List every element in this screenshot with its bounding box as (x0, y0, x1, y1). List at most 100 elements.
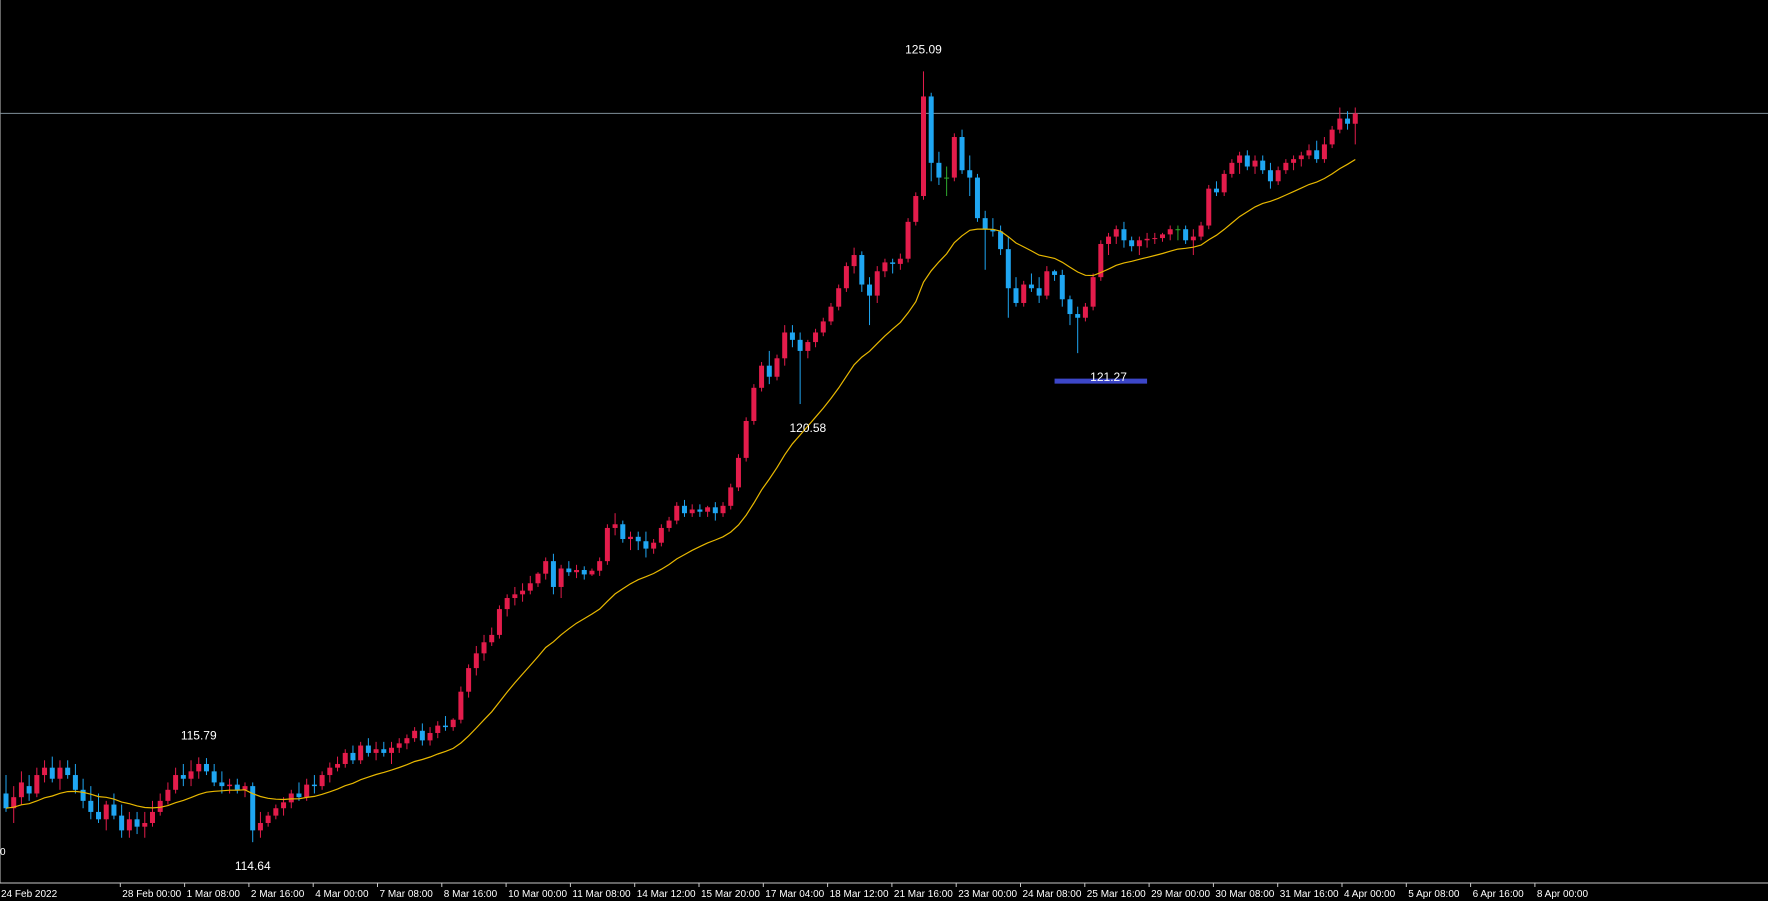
candle-body (1152, 238, 1158, 240)
candle (319, 771, 325, 790)
candle (597, 557, 603, 576)
candle-body (427, 733, 433, 741)
candle (735, 454, 741, 492)
candle (782, 325, 788, 366)
candle-body (735, 457, 741, 488)
candles-layer (3, 71, 1358, 843)
candle-body (759, 365, 765, 388)
candle-body (404, 738, 410, 744)
time-axis-tick-label: 11 Mar 08:00 (572, 889, 631, 900)
candle-body (435, 725, 441, 734)
candle (1136, 236, 1142, 256)
time-axis-tick-label: 2 Mar 16:00 (251, 889, 305, 900)
candle-body (1121, 229, 1127, 241)
candle (504, 594, 510, 617)
candle-body (635, 536, 641, 542)
candle-body (265, 815, 271, 823)
candle-body (419, 730, 425, 741)
candle (1059, 269, 1065, 307)
candle (1237, 151, 1243, 174)
candle (265, 811, 271, 827)
candle-body (1206, 188, 1212, 226)
time-axis-tick-label: 7 Mar 08:00 (380, 889, 434, 900)
candle-body (936, 162, 942, 178)
candle (26, 775, 32, 801)
candle-body (1352, 113, 1358, 124)
candle-body (450, 719, 456, 728)
candle-body (897, 258, 903, 264)
candle (566, 561, 572, 576)
candle-body (311, 784, 317, 787)
moving-average-line (5, 158, 1356, 809)
candle-body (26, 786, 32, 794)
candle-body (520, 590, 526, 595)
candle-body (928, 96, 934, 163)
candle (1306, 144, 1312, 160)
candle-body (18, 782, 24, 798)
candle (1206, 184, 1212, 230)
candle-body (990, 229, 996, 232)
candle (1152, 232, 1158, 244)
candle (689, 504, 695, 517)
time-axis-tick-label: 28 Feb 00:00 (122, 889, 181, 900)
candle (188, 760, 194, 787)
candle-body (797, 339, 803, 351)
candle (18, 771, 24, 805)
candle-body (574, 569, 580, 573)
candle (974, 173, 980, 222)
candle (1337, 107, 1343, 134)
candle-body (974, 177, 980, 219)
candle-body (1329, 129, 1335, 145)
candle-body (705, 507, 711, 512)
candle (473, 645, 479, 676)
candle (103, 800, 109, 831)
candle-body (126, 819, 132, 831)
candle-body (1052, 271, 1058, 275)
candle (936, 151, 942, 185)
candle (481, 634, 487, 661)
candle-body (674, 505, 680, 521)
candle-body (1136, 240, 1142, 247)
candle (520, 583, 526, 602)
candle (396, 738, 402, 753)
candle (466, 664, 472, 698)
candle-body (504, 598, 510, 610)
candle (890, 258, 896, 274)
candle (335, 756, 341, 772)
candle (327, 762, 333, 783)
candle-body (1075, 314, 1081, 318)
time-axis-tick-label: 8 Apr 00:00 (1537, 889, 1589, 900)
candle-body (1252, 160, 1258, 167)
candle-body (1283, 162, 1289, 171)
candle-body (296, 793, 302, 798)
candle (49, 756, 55, 783)
candle-body (1198, 225, 1204, 237)
time-axis-tick-label: 10 Mar 00:00 (508, 889, 567, 900)
candle (982, 210, 988, 270)
candle (828, 302, 834, 326)
candle-body (489, 634, 495, 643)
candle-body (535, 573, 541, 584)
candle (905, 218, 911, 263)
candle-body (88, 800, 94, 812)
candle-body (157, 800, 163, 812)
candle-body (165, 789, 171, 801)
candle-body (1098, 243, 1104, 278)
candle-body (34, 775, 40, 794)
candle (1098, 240, 1104, 281)
candle-body (550, 561, 556, 587)
candle-body (620, 524, 626, 540)
candle (1329, 125, 1335, 149)
candle (913, 192, 919, 226)
candle-body (319, 775, 325, 787)
candle (959, 129, 965, 174)
candle (1275, 166, 1281, 185)
candle (1090, 273, 1096, 311)
candle-body (72, 775, 78, 790)
candle (1075, 306, 1081, 354)
candle-body (1244, 155, 1250, 167)
time-axis-tick-label: 29 Mar 00:00 (1151, 889, 1210, 900)
candle (126, 811, 132, 838)
